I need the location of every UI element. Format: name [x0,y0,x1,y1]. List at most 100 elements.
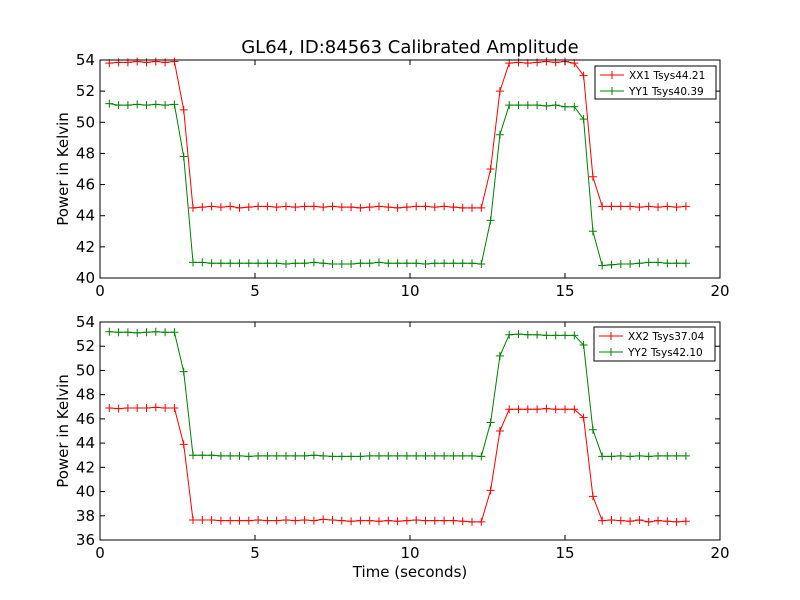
top-x-tick-label: 5 [250,282,260,300]
top-series-2-point [430,259,439,268]
top-series-2-point [663,259,672,268]
top-series-2-point [114,101,123,110]
bottom-x-tick-label: 0 [95,544,105,562]
top-series-2-point [449,259,458,268]
bottom-y-tick-label: 52 [76,337,95,355]
top-series-1-point [189,203,197,212]
bottom-series-1-point [123,403,132,412]
top-series-1-point [579,71,588,80]
top-series-2-point [365,259,374,268]
bottom-series-2-point [412,451,421,460]
bottom-series-2-point [514,330,523,339]
bottom-series-2-point [468,451,476,460]
bottom-y-axis-label: Power in Kelvin [54,374,72,488]
bottom-series-2-point [170,328,179,337]
bottom-series-1-point [282,516,290,525]
top-series-1-point [272,203,281,212]
bottom-series-1-point [133,403,142,412]
bottom-series-1-point [514,405,523,414]
bottom-series-2-point [189,451,197,460]
bottom-series-2-point [207,451,216,460]
top-series-2-point [626,259,635,268]
top-series-1-point [430,203,439,212]
top-series-1-point [495,87,504,96]
bottom-series-1-point [468,517,476,526]
top-series-2-point [598,261,607,270]
top-series-2-point [133,100,142,109]
bottom-series-1-point [440,516,449,525]
top-series-1-point [393,203,402,212]
bottom-series-1-point [551,405,560,414]
bottom-series-2-point [226,451,235,460]
bottom-series-2-point [523,330,532,339]
top-series-1-point [356,203,365,212]
bottom-series-2-point [161,328,170,337]
bottom-series-1-point [607,516,616,525]
bottom-series-1-point [151,403,160,412]
bottom-y-tick-label: 36 [76,531,95,549]
top-series-2-point [179,152,188,161]
top-series-2-point [319,259,328,268]
bottom-x-tick-label: 20 [710,544,729,562]
top-series-1-point [375,202,383,211]
bottom-series-1-point [626,517,635,526]
top-series-2-point [579,115,588,124]
bottom-series-2-point [495,351,504,360]
top-series-1-point [263,202,272,211]
top-series-2-point [616,259,625,268]
top-series-1-point [282,202,290,211]
bottom-series-1-point [393,517,402,526]
top-series-1-point [254,202,263,211]
top-series-2-point [421,259,430,268]
top-series-1-point [207,202,216,211]
bottom-series-2-point [616,451,625,460]
bottom-y-tick-label: 54 [76,313,95,331]
bottom-series-2-point [123,328,132,337]
bottom-series-2-point [421,451,430,460]
bottom-series-1-point [579,413,588,422]
top-legend-label: XX1 Tsys44.21 [629,70,705,82]
bottom-series-2-point [151,327,160,336]
top-series-1-point [133,57,142,66]
bottom-series-1-point [495,427,504,435]
top-series-1-point [616,202,625,211]
bottom-series-1-point [300,516,309,525]
bottom-series-2-point [402,451,411,460]
top-series-1-point [458,203,467,212]
bottom-series-2-point [356,452,365,461]
top-series-1-point [468,203,476,212]
top-y-tick-label: 50 [76,113,95,131]
top-series-1-point [588,172,597,181]
top-series-2-point [561,102,569,111]
top-series-2-point [477,259,486,268]
bottom-series-1-point [505,405,514,414]
bottom-series-1-point [291,516,300,525]
bottom-series-2-point [216,451,225,460]
bottom-series-1-point [337,516,346,525]
bottom-x-tick-label: 5 [250,544,260,562]
top-series-1-point [337,203,346,212]
bottom-series-1-point [356,516,365,525]
bottom-series-2-point [328,452,337,461]
bottom-series-1-point [189,516,197,525]
bottom-y-tick-label: 38 [76,507,95,525]
top-series-2-point [189,258,197,267]
bottom-series-1-point [375,517,383,526]
bottom-series-1-point [347,517,356,526]
bottom-series-1-point [672,517,681,526]
top-series-2-point [123,101,132,110]
top-series-2-point [468,259,476,268]
top-legend-box [594,65,717,100]
bottom-series-2-point [309,451,318,460]
top-series-2-point [486,216,495,225]
bottom-series-1-point [412,516,421,525]
top-series-1-point [663,202,672,211]
bottom-series-1-point [142,403,151,412]
top-series-2-point [254,259,263,268]
bottom-series-1-point [561,405,569,414]
bottom-series-2-point [551,331,560,340]
bottom-series-1-point [430,516,439,525]
top-series-2-point [533,101,542,110]
top-series-1-point [672,203,681,212]
